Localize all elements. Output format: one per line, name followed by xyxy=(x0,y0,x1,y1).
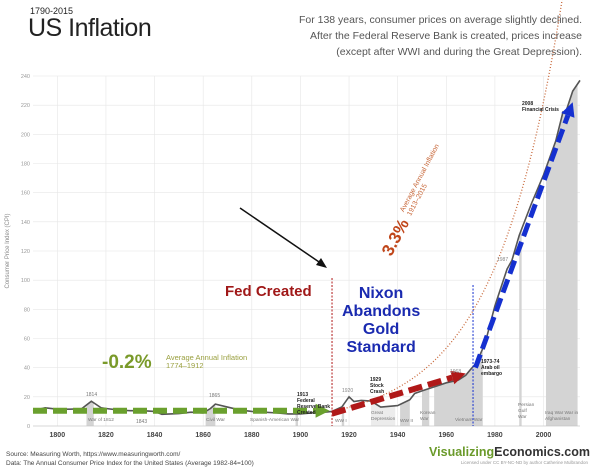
oil-year: 1973-74 xyxy=(481,359,500,365)
pre-fed-rate: -0.2% xyxy=(102,352,152,373)
nixon-label: Nixon Abandons Gold Standard xyxy=(342,285,420,357)
chart-title: US Inflation xyxy=(28,14,152,42)
post-fed-arrow-shaft xyxy=(331,374,454,417)
fed-created-label: Fed Created xyxy=(225,283,312,300)
nixon-line: Gold xyxy=(362,321,400,338)
chart-description: For 138 years, consumer prices on averag… xyxy=(222,12,582,60)
war-label: Persian Gulf War xyxy=(518,403,535,420)
license-note: Licensed under CC BY-NC-ND by author Cat… xyxy=(460,460,588,465)
y-tick-label: 20 xyxy=(24,395,30,401)
x-tick-label: 1840 xyxy=(147,432,163,439)
y-tick-label: 140 xyxy=(21,220,30,226)
war-label: Civil War xyxy=(206,418,226,423)
y-tick-label: 120 xyxy=(21,249,30,255)
label-1814: 1814 xyxy=(86,392,98,398)
war-label: Vietnam War xyxy=(455,418,483,423)
y-tick-label: 160 xyxy=(21,191,30,197)
grid xyxy=(33,75,580,427)
crisis-text: Financial Crisis xyxy=(522,107,559,113)
war-label: Great Depression xyxy=(371,411,396,422)
war-shade xyxy=(421,388,430,426)
subtitle-years: 1790-2015 xyxy=(30,6,74,16)
y-tick-label: 80 xyxy=(24,307,30,313)
nixon-line: Abandons xyxy=(342,303,421,320)
lines xyxy=(32,0,581,426)
x-tick-label: 1800 xyxy=(50,432,66,439)
post-fed-arrow-head xyxy=(450,370,466,385)
pointer-arrow-head xyxy=(316,258,327,268)
description-line: After the Federal Reserve Bank is create… xyxy=(310,30,582,42)
nixon-line: Standard xyxy=(346,339,416,356)
y-tick-label: 40 xyxy=(24,366,30,372)
label-fed-bank: 1913 Federal Reserve Bank Created xyxy=(297,392,333,416)
war-shade xyxy=(205,404,216,426)
fed-bank-text: Federal Reserve Bank Created xyxy=(297,398,331,416)
crisis-year: 2008 xyxy=(522,101,534,107)
brand-part1: Visualizing xyxy=(429,445,495,459)
label-1843: 1843 xyxy=(136,419,148,425)
war-label: Korean War xyxy=(420,411,436,422)
pre-fed-label: Average Annual Inflation 1774–1912 xyxy=(166,354,247,370)
war-shade xyxy=(434,348,483,426)
label-1865: 1865 xyxy=(209,393,221,399)
x-tick-label: 1960 xyxy=(438,432,454,439)
x-tick-label: 1820 xyxy=(98,432,114,439)
y-tick-label: 220 xyxy=(21,103,30,109)
pointer-arrow-shaft xyxy=(239,207,323,265)
y-axis-label: Consumer Price Index (CPI) xyxy=(5,213,11,288)
brand-logo: VisualizingEconomics.com xyxy=(429,445,590,459)
post-gold-arrow-shaft xyxy=(473,114,571,369)
pre-fed-arrow-head xyxy=(315,403,330,418)
crash-text: Stock Crash xyxy=(370,383,385,395)
war-label: War of 1812 xyxy=(88,418,114,423)
war-label: WW I xyxy=(335,419,347,424)
description-line: For 138 years, consumer prices on averag… xyxy=(298,14,582,26)
label-stock-crash: 1929 Stock Crash xyxy=(370,377,388,395)
y-tick-label: 0 xyxy=(27,424,30,430)
x-tick-label: 1980 xyxy=(487,432,503,439)
war-label: Iraq War War in Afghanistan xyxy=(545,411,579,422)
war-shade xyxy=(86,401,94,426)
axes: 0 20 40 60 80 100 120 140 160 180 200 220 240 1800 182… xyxy=(21,74,580,439)
post-gold-arrow-head xyxy=(561,102,575,118)
x-tick-label: 1920 xyxy=(341,432,357,439)
label-financial-crisis: 2008 Financial Crisis xyxy=(522,101,559,113)
war-label: WW II xyxy=(400,419,414,424)
pre-fed-years: 1774–1912 xyxy=(166,361,204,370)
label-1987: 1987 xyxy=(497,257,509,263)
war-shade xyxy=(545,83,578,426)
war-shade xyxy=(400,399,410,426)
war-shade xyxy=(370,401,396,426)
pre-fed-label-text: Average Annual Inflation xyxy=(166,353,248,362)
nixon-line: Nixon xyxy=(358,285,404,302)
fed-bank-year: 1913 xyxy=(297,392,309,398)
crash-year: 1929 xyxy=(370,377,382,383)
y-tick-label: 240 xyxy=(21,74,30,80)
war-shade xyxy=(519,229,522,426)
war-label: Spanish-American War xyxy=(250,418,300,423)
source-note: Source: Measuring Worth, https://www.mea… xyxy=(6,451,181,458)
x-tick-label: 2000 xyxy=(536,432,552,439)
y-tick-label: 180 xyxy=(21,162,30,168)
x-tick-label: 1900 xyxy=(293,432,309,439)
oil-text: Arab oil embargo xyxy=(481,365,503,377)
war-shade xyxy=(295,413,298,426)
x-tick-label: 1940 xyxy=(390,432,406,439)
y-tick-label: 60 xyxy=(24,337,30,343)
description-line: (except after WWI and during the Great D… xyxy=(336,46,582,58)
x-tick-label: 1860 xyxy=(195,432,211,439)
label-1920: 1920 xyxy=(342,388,354,394)
data-note: Data: The Annual Consumer Price Index fo… xyxy=(6,460,254,467)
x-tick-label: 1880 xyxy=(244,432,260,439)
y-tick-label: 200 xyxy=(21,132,30,138)
brand-part2: Economics.com xyxy=(494,445,590,459)
y-tick-label: 100 xyxy=(21,278,30,284)
label-oil-embargo: 1973-74 Arab oil embargo xyxy=(481,359,507,377)
label-1968: 1968 xyxy=(450,369,462,375)
war-shading xyxy=(86,83,578,426)
